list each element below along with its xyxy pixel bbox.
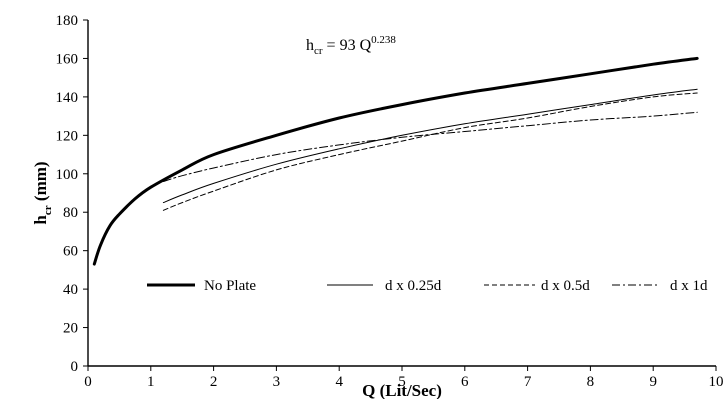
y-tick-label: 80 [63, 205, 78, 221]
legend-label-d-x-1d: d x 1d [670, 278, 708, 294]
legend-label-d-x-0-5d: d x 0.5d [541, 278, 590, 294]
formula-annotation: hcr = 93 Q0.238 [306, 34, 396, 57]
series-line-d-x-1d [162, 111, 698, 182]
y-tick-label: 20 [63, 321, 78, 337]
y-tick-label: 60 [63, 244, 78, 260]
x-tick-label: 10 [709, 374, 724, 390]
formula-lhs: h [306, 37, 314, 54]
y-tick-label: 120 [56, 128, 79, 144]
x-tick-label: 5 [398, 374, 406, 390]
series-layer [92, 56, 699, 266]
y-axis-title-sub: cr [42, 205, 54, 215]
x-tick-label: 1 [147, 374, 155, 390]
x-tick-label: 2 [210, 374, 218, 390]
x-tick-label: 9 [649, 374, 657, 390]
y-tick-label: 140 [56, 90, 79, 106]
x-tick-label: 0 [84, 374, 92, 390]
y-ticks: 0 20 40 60 80 100 120 140 160 180 [56, 13, 88, 375]
x-axis-title: Q (Lit/Sec) [362, 381, 442, 399]
legend-label-d-x-0-25d: d x 0.25d [385, 278, 442, 294]
y-axis-title: hcr (mm) [31, 161, 54, 224]
y-tick-label: 160 [56, 51, 79, 67]
x-ticks: 0 1 2 3 4 5 6 7 8 9 10 [84, 366, 724, 390]
x-tick-label: 8 [587, 374, 595, 390]
y-tick-label: 40 [63, 282, 78, 298]
series-line-no-plate [92, 56, 699, 266]
formula-exponent: 0.238 [371, 34, 396, 46]
y-tick-label: 100 [56, 167, 79, 183]
legend: No Plate d x 0.25d d x 0.5d d x 1d [147, 278, 708, 294]
series-line-d-x-0-5d [162, 92, 698, 211]
x-tick-label: 3 [273, 374, 281, 390]
y-axis-title-unit: (mm) [31, 161, 50, 205]
formula-lhs-sub: cr [314, 45, 323, 57]
x-tick-label: 6 [461, 374, 469, 390]
formula-rhs: = 93 Q [323, 37, 372, 54]
series-line-d-x-0-25d [162, 88, 698, 204]
x-tick-label: 7 [524, 374, 532, 390]
legend-label-no-plate: No Plate [204, 278, 256, 294]
y-axis-title-main: h [31, 215, 50, 225]
axes [87, 20, 716, 367]
y-tick-label: 180 [56, 13, 79, 29]
x-tick-label: 4 [335, 374, 343, 390]
y-tick-label: 0 [71, 359, 79, 375]
